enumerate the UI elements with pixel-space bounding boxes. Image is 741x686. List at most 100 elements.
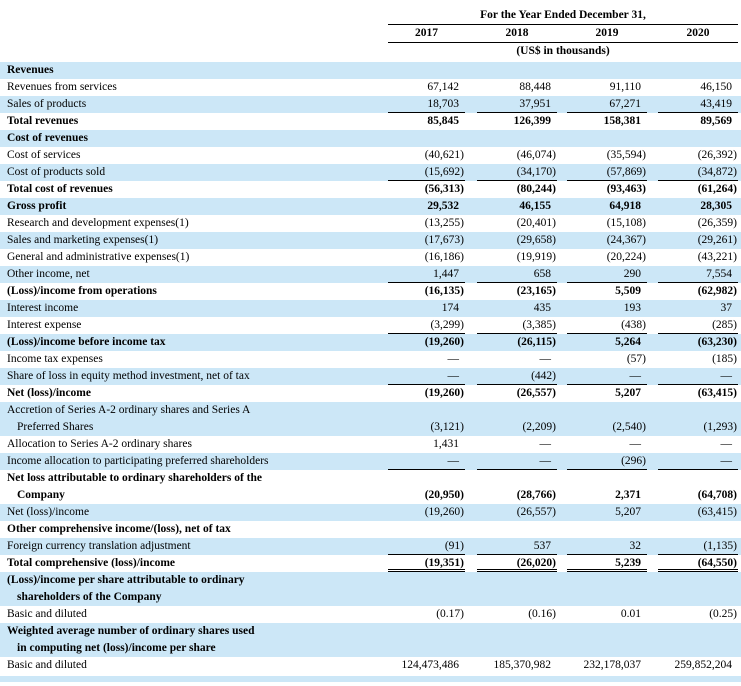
table-row: Total cost of revenues (56,313) (80,244) (9…	[0, 181, 741, 198]
cell-value: (2,540)	[612, 421, 646, 433]
cell-value: (63,230)	[697, 336, 737, 348]
cell-value: 5,207	[615, 387, 641, 399]
row-label: Foreign currency translation adjustment	[7, 540, 191, 552]
cell-value: (61,264)	[697, 183, 737, 195]
table-row: Accretion of Series A-2 ordinary shares …	[0, 402, 741, 436]
cell-value: 2,371	[615, 489, 641, 501]
cell-value: 1,431	[433, 438, 459, 450]
cell-value: (185)	[712, 353, 737, 365]
cell-value: 193	[623, 302, 641, 314]
table-row: Interest expense (3,299) (3,385) (438) (285)	[0, 317, 741, 334]
cell-value: 0.01	[620, 608, 641, 620]
row-label: Net loss attributable to ordinary shareh…	[7, 472, 263, 484]
cell-value: 29,532	[427, 200, 459, 212]
cell-value: 5,264	[615, 336, 641, 348]
cell-value: (3,121)	[430, 421, 464, 433]
cell-value: 1,447	[388, 266, 465, 283]
cell-value: (26,359)	[697, 217, 737, 229]
units-note: (US$ in thousands)	[516, 45, 610, 57]
table-row: Net loss attributable to ordinary shareh…	[0, 470, 741, 504]
cell-value: (64,708)	[697, 489, 737, 501]
cell-value: (2,209)	[522, 421, 556, 433]
cell-value: (438)	[567, 317, 647, 334]
table-row: Total revenues 85,845 126,399 158,381 89,569	[0, 113, 741, 130]
cell-value: (0.17)	[436, 608, 464, 620]
cell-value: (91)	[388, 538, 465, 555]
cell-value: (43,221)	[697, 251, 737, 263]
cell-value: —	[658, 368, 738, 385]
row-label: (Loss)/income per share attributable to …	[7, 574, 245, 586]
row-label: Research and development expenses(1)	[7, 217, 189, 229]
cell-value: —	[539, 438, 552, 450]
cell-value: 37	[720, 302, 733, 314]
cell-value: (80,244)	[516, 183, 556, 195]
cell-value: 32	[567, 538, 647, 555]
cell-value: —	[388, 368, 465, 385]
cell-value: (57,869)	[567, 164, 647, 181]
row-label: Cost of revenues	[7, 132, 88, 144]
row-label: Basic and diluted	[7, 659, 87, 671]
table-row: Cost of services (40,621) (46,074) (35,594)…	[0, 147, 741, 164]
cell-value: (35,594)	[606, 149, 646, 161]
row-label: Interest expense	[7, 319, 82, 331]
table-row: Share of loss in equity method investmen…	[0, 368, 741, 385]
cell-value: 18,703	[388, 96, 465, 113]
section-header-row: Revenues	[0, 62, 741, 79]
cell-value: 28,305	[700, 200, 732, 212]
table-row: Other income, net 1,447 658 290 7,554	[0, 266, 741, 283]
row-label: Interest income	[7, 302, 79, 314]
cell-value: (46,074)	[516, 149, 556, 161]
row-label: Cost of services	[7, 149, 81, 161]
row-label: Cost of products sold	[7, 166, 106, 178]
cell-value: 43,419	[658, 96, 738, 113]
row-label: Income tax expenses	[7, 353, 103, 365]
cell-value: (19,351)	[388, 555, 465, 572]
cell-value: 85,845	[427, 115, 459, 127]
cell-value: (64,550)	[658, 555, 738, 572]
cell-value: (23,165)	[516, 285, 556, 297]
cell-value: 37,951	[477, 96, 557, 113]
cell-value: 185,370,982	[493, 659, 552, 671]
table-row: Sales and marketing expenses(1) (17,673) (…	[0, 232, 741, 249]
year-column-2018: 2018	[505, 27, 529, 39]
row-label: Allocation to Series A-2 ordinary shares	[7, 438, 192, 450]
cell-value: (19,260)	[424, 506, 464, 518]
row-label: Weighted average number of ordinary shar…	[7, 625, 255, 637]
cell-value: (34,872)	[658, 164, 738, 181]
cell-value: 5,509	[615, 285, 641, 297]
cell-value: (1,135)	[658, 538, 738, 555]
row-label-continued: shareholders of the Company	[17, 591, 162, 603]
cell-value: (63,415)	[697, 387, 737, 399]
cell-value: (16,186)	[424, 251, 464, 263]
cell-value: 88,448	[519, 81, 551, 93]
cell-value: —	[388, 453, 465, 470]
cell-value: 46,150	[700, 81, 732, 93]
year-columns: 2017 2018 2019 2020	[388, 25, 738, 43]
cell-value: 5,207	[615, 506, 641, 518]
table-row: Interest income 174 435 193 37	[0, 300, 741, 317]
cell-value: (0.25)	[709, 608, 737, 620]
table-row: Cost of products sold (15,692) (34,170) (57…	[0, 164, 741, 181]
table-body: Revenues Revenues from services 67,142 88,4…	[0, 62, 741, 674]
cell-value: 64,918	[609, 200, 641, 212]
cell-value: (1,293)	[703, 421, 737, 433]
table-row: Foreign currency translation adjustment (…	[0, 538, 741, 555]
partial-row-strip	[0, 676, 741, 682]
table-row: Net (loss)/income (19,260) (26,557) 5,207 (6…	[0, 504, 741, 521]
cell-value: 174	[441, 302, 459, 314]
cell-value: —	[539, 353, 552, 365]
cell-value: (16,135)	[424, 285, 464, 297]
cell-value: (15,108)	[606, 217, 646, 229]
cell-value: —	[447, 353, 460, 365]
cell-value: (15,692)	[388, 164, 465, 181]
cell-value: (29,261)	[697, 234, 737, 246]
cell-value: (93,463)	[606, 183, 646, 195]
cell-value: (19,260)	[424, 336, 464, 348]
cell-value: 537	[477, 538, 557, 555]
cell-value: (40,621)	[424, 149, 464, 161]
cell-value: 435	[533, 302, 551, 314]
cell-value: (20,224)	[606, 251, 646, 263]
cell-value: (56,313)	[424, 183, 464, 195]
cell-value: (442)	[477, 368, 557, 385]
